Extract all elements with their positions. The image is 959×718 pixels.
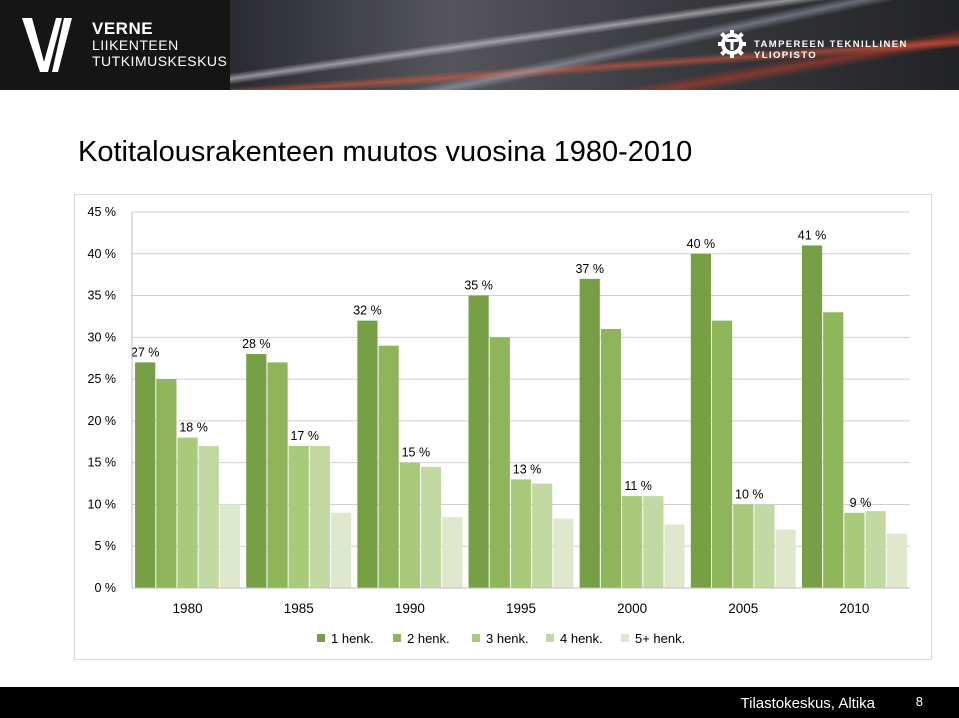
data-label: 10 % bbox=[735, 487, 764, 501]
slide-title: Kotitalousrakenteen muutos vuosina 1980-… bbox=[78, 136, 693, 168]
x-tick-label: 2005 bbox=[728, 601, 758, 616]
footer-bar: Tilastokeskus, Altika 8 bbox=[0, 687, 959, 718]
bar-2000-3henk bbox=[622, 496, 643, 588]
header-photo bbox=[230, 0, 959, 90]
data-label: 11 % bbox=[624, 479, 652, 493]
x-tick-label: 1990 bbox=[395, 601, 425, 616]
header-banner: VERNE LIIKENTEEN TUTKIMUSKESKUS TAMPEREE… bbox=[0, 0, 959, 90]
bar-chart: 27 % 28 % 32 % 35 % 37 % 40 % 41 % 18 % 17 % 15 %… bbox=[88, 205, 910, 646]
x-axis: 1980 1985 1990 1995 2000 2005 2010 bbox=[173, 601, 870, 616]
legend-label: 1 henk. bbox=[331, 631, 374, 646]
bar-2005-3henk bbox=[733, 504, 754, 588]
legend-label: 5+ henk. bbox=[635, 631, 685, 646]
data-label: 37 % bbox=[575, 262, 604, 276]
bar-1980-2henk bbox=[156, 379, 177, 588]
bar-1995-4henk bbox=[532, 483, 553, 588]
bar-1985-3henk bbox=[288, 445, 309, 588]
y-axis: 0 % 5 % 10 % 15 % 20 % 25 % 30 % 35 % 40 % 45 % bbox=[88, 205, 910, 595]
bar-2000-1henk bbox=[579, 278, 600, 588]
chart-frame: 27 % 28 % 32 % 35 % 37 % 40 % 41 % 18 % 17 % 15 %… bbox=[74, 194, 932, 660]
bar-2000-4henk bbox=[643, 496, 664, 588]
legend-swatch bbox=[472, 634, 480, 642]
bar-1990-1henk bbox=[357, 320, 378, 588]
y-tick-label: 5 % bbox=[94, 539, 116, 553]
bar-1980-5+henk bbox=[219, 504, 241, 588]
y-tick-label: 0 % bbox=[94, 581, 116, 595]
bar-1990-5+henk bbox=[442, 516, 463, 588]
bar-1985-2henk bbox=[267, 362, 288, 588]
data-label: 32 % bbox=[353, 304, 382, 318]
bar-1995-5+henk bbox=[553, 518, 574, 588]
data-label: 15 % bbox=[402, 446, 431, 460]
y-tick-label: 25 % bbox=[88, 372, 117, 386]
bar-1985-4henk bbox=[309, 445, 331, 588]
x-tick-label: 2000 bbox=[617, 601, 647, 616]
data-label: 40 % bbox=[687, 237, 716, 251]
verne-logo bbox=[22, 18, 72, 72]
bar-1990-2henk bbox=[378, 345, 399, 588]
y-tick-label: 20 % bbox=[88, 414, 117, 428]
y-tick-label: 35 % bbox=[88, 289, 117, 303]
legend: 1 henk. 2 henk. 3 henk. 4 henk. 5+ henk. bbox=[317, 631, 685, 646]
data-label: 17 % bbox=[290, 429, 319, 443]
data-labels: 27 % 28 % 32 % 35 % 37 % 40 % 41 % 18 % 17 % 15 %… bbox=[131, 228, 871, 509]
bar-2010-3henk bbox=[844, 512, 865, 588]
bar-1980-1henk bbox=[135, 362, 156, 588]
bar-2005-4henk bbox=[754, 504, 775, 588]
legend-swatch bbox=[393, 634, 401, 642]
bars bbox=[135, 245, 907, 588]
verne-line-2: LIIKENTEEN bbox=[92, 37, 179, 53]
bar-1985-1henk bbox=[246, 354, 267, 588]
y-tick-label: 15 % bbox=[88, 456, 117, 470]
bar-2005-5+henk bbox=[775, 529, 796, 588]
legend-label: 2 henk. bbox=[407, 631, 450, 646]
data-label: 28 % bbox=[242, 337, 270, 351]
legend-swatch bbox=[621, 634, 629, 642]
footer-source: Tilastokeskus, Altika bbox=[740, 695, 876, 712]
legend-label: 4 henk. bbox=[560, 631, 603, 646]
data-label: 9 % bbox=[850, 496, 872, 510]
bar-2010-5+henk bbox=[886, 533, 907, 588]
legend-label: 3 henk. bbox=[486, 631, 529, 646]
bar-2000-5+henk bbox=[664, 524, 685, 588]
bar-1985-5+henk bbox=[331, 512, 352, 588]
university-gear-icon bbox=[718, 30, 746, 58]
legend-swatch bbox=[317, 634, 325, 642]
data-label: 35 % bbox=[464, 279, 493, 293]
bar-2010-4henk bbox=[865, 511, 886, 588]
y-tick-label: 40 % bbox=[88, 247, 117, 261]
legend-swatch bbox=[546, 634, 554, 642]
y-tick-label: 30 % bbox=[88, 330, 117, 344]
y-tick-label: 10 % bbox=[88, 497, 117, 511]
bar-1995-2henk bbox=[489, 337, 510, 588]
y-tick-label: 45 % bbox=[88, 205, 117, 219]
bar-2000-2henk bbox=[600, 328, 622, 588]
bar-2010-2henk bbox=[823, 312, 844, 588]
data-label: 18 % bbox=[179, 421, 208, 435]
bar-2005-2henk bbox=[711, 320, 733, 588]
bar-1990-4henk bbox=[420, 466, 442, 588]
bar-1995-1henk bbox=[468, 295, 489, 588]
x-tick-label: 2010 bbox=[839, 601, 869, 616]
bar-1990-3henk bbox=[399, 462, 420, 588]
data-label: 27 % bbox=[131, 345, 160, 359]
x-tick-label: 1995 bbox=[506, 601, 536, 616]
x-tick-label: 1980 bbox=[173, 601, 203, 616]
data-label: 13 % bbox=[513, 462, 542, 476]
bar-2005-1henk bbox=[690, 253, 711, 588]
x-tick-label: 1985 bbox=[284, 601, 314, 616]
page-number: 8 bbox=[915, 694, 923, 709]
data-label: 41 % bbox=[798, 228, 827, 242]
bar-1980-3henk bbox=[177, 437, 198, 588]
university-name: TAMPEREEN TEKNILLINEN YLIOPISTO bbox=[754, 39, 908, 61]
verne-line-3: TUTKIMUSKESKUS bbox=[92, 53, 228, 69]
bar-1995-3henk bbox=[510, 479, 532, 588]
verne-name: VERNE bbox=[92, 19, 154, 38]
bar-1980-4henk bbox=[198, 445, 219, 588]
bar-2010-1henk bbox=[801, 245, 823, 588]
